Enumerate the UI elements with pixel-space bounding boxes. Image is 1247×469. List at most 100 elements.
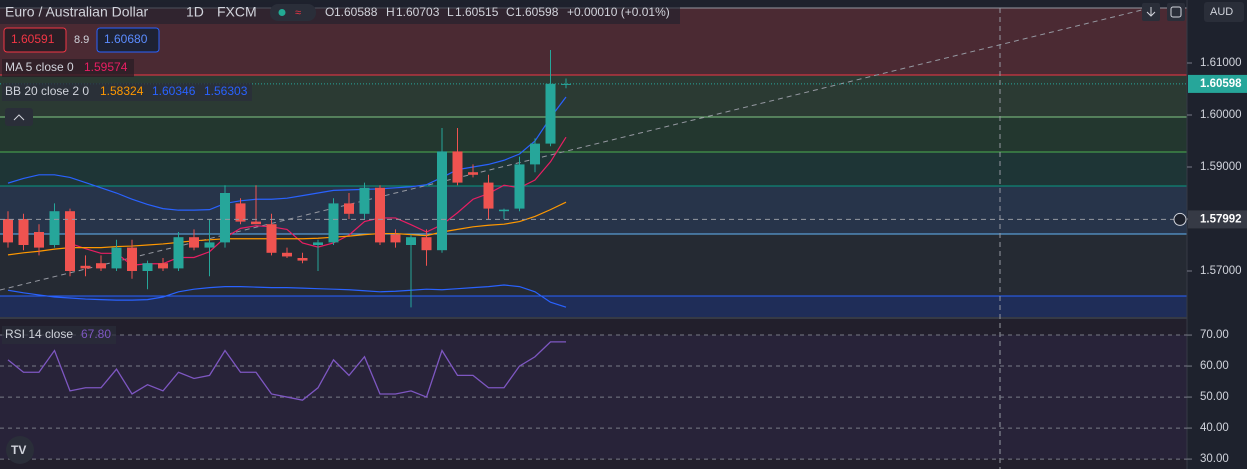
y-tick-label: 40.00	[1200, 422, 1229, 434]
legend-value: 1.59574	[84, 60, 128, 74]
spread: 8.9	[74, 34, 89, 46]
legend-value: 1.60346	[152, 84, 196, 98]
zone	[0, 296, 1187, 318]
candle-body	[142, 263, 153, 271]
candle-body	[49, 211, 60, 245]
crosshair-label: 1.57992	[1200, 213, 1242, 225]
collapse-button[interactable]	[5, 108, 33, 126]
candle-body	[468, 172, 478, 175]
candle-body	[406, 237, 416, 245]
candle-body	[437, 151, 447, 251]
legend: MA 5 close 0 1.59574 BB 20 close 2 0 1.5832…	[2, 59, 252, 344]
fullscreen-icon	[1170, 6, 1182, 18]
sell-price: 1.60591	[11, 32, 55, 46]
crosshair-plus	[1173, 212, 1187, 226]
legend-name: RSI 14 close	[5, 327, 73, 341]
collapse-icon	[13, 114, 25, 121]
header-bg	[0, 2, 680, 24]
candle-body	[344, 203, 354, 214]
y-tick-label: 50.00	[1200, 391, 1229, 403]
legend-bg	[2, 83, 252, 101]
candle-body	[3, 218, 13, 243]
candle-body	[251, 221, 261, 225]
candle-body	[545, 83, 556, 144]
o-label: O	[325, 5, 334, 19]
candle-body	[266, 224, 277, 253]
c-value: 1.60598	[515, 5, 559, 19]
change: +0.00010 (+0.01%)	[567, 5, 670, 19]
axis: 1.610001.600001.590001.580001.570001.605…	[1173, 57, 1247, 465]
candle-body	[359, 187, 370, 214]
legend-bg	[2, 326, 116, 344]
candle-body	[65, 211, 75, 271]
candle-body	[390, 234, 401, 243]
candle-body	[282, 252, 292, 257]
status[interactable]	[270, 4, 316, 21]
legend-value: 1.56303	[204, 84, 248, 98]
candle-body	[235, 203, 246, 222]
buy-button[interactable]	[96, 27, 160, 53]
legend-bg	[2, 59, 134, 77]
fullscreen-button[interactable]	[1167, 3, 1185, 21]
y-tick-label: 1.59000	[1200, 161, 1242, 173]
candle-body	[127, 247, 137, 271]
legend-name: BB 20 close 2 0	[5, 84, 89, 98]
candle-body	[483, 182, 494, 209]
symbol: Euro / Australian Dollar	[5, 4, 149, 20]
candle-body	[313, 242, 323, 245]
crosshair-box	[1188, 210, 1247, 229]
c-label: C	[506, 5, 515, 19]
candle-body	[421, 237, 432, 251]
o-value: 1.60588	[334, 5, 378, 19]
l-value: 1.60515	[455, 5, 499, 19]
last-price-box	[1188, 74, 1247, 93]
candle-body	[297, 257, 308, 261]
status-icon: ≈	[295, 7, 301, 19]
currency-select[interactable]	[1204, 2, 1244, 22]
y-tick-label: 70.00	[1200, 329, 1229, 341]
legend-value: 67.80	[81, 327, 111, 341]
legend-name: MA 5 close 0	[5, 60, 74, 74]
candle-body	[220, 193, 230, 243]
zone	[0, 152, 1187, 186]
l-label: L	[447, 5, 454, 19]
currency: AUD	[1210, 6, 1233, 18]
candle-body	[80, 265, 91, 269]
candle-body	[499, 209, 509, 212]
candle-body	[18, 218, 29, 245]
interval: 1D	[186, 4, 204, 20]
candle-body	[514, 164, 525, 209]
legend-value: 1.58324	[100, 84, 144, 98]
scroll-icon	[1146, 7, 1156, 17]
y-tick-label: 1.60000	[1200, 109, 1242, 121]
candle-body	[561, 83, 571, 85]
source: FXCM	[217, 4, 257, 20]
status-dot	[278, 9, 286, 16]
y-tick-label: 1.61000	[1200, 57, 1242, 69]
candle-body	[96, 263, 106, 269]
candle-body	[530, 143, 540, 165]
indicator-line	[7, 201, 567, 256]
candle-body	[375, 187, 385, 243]
h-label: H	[386, 5, 395, 19]
h-value: 1.60703	[396, 5, 440, 19]
candle-body	[34, 231, 44, 248]
logo	[6, 436, 34, 464]
zone	[0, 117, 1187, 152]
y-tick-label: 30.00	[1200, 453, 1229, 465]
y-tick-label: 1.57000	[1200, 265, 1242, 277]
candle-body	[173, 237, 184, 269]
candle-body	[111, 247, 122, 269]
last-price-label: 1.60598	[1200, 78, 1242, 90]
candle-body	[189, 237, 199, 248]
buy-price: 1.60680	[104, 32, 148, 46]
sell-button[interactable]	[3, 27, 67, 53]
rsi-line	[7, 341, 566, 401]
plot	[0, 50, 1187, 460]
logo-mark: TV	[11, 443, 26, 457]
indicator-line	[7, 284, 567, 308]
candle-body	[328, 203, 339, 243]
candle-body	[452, 151, 463, 183]
